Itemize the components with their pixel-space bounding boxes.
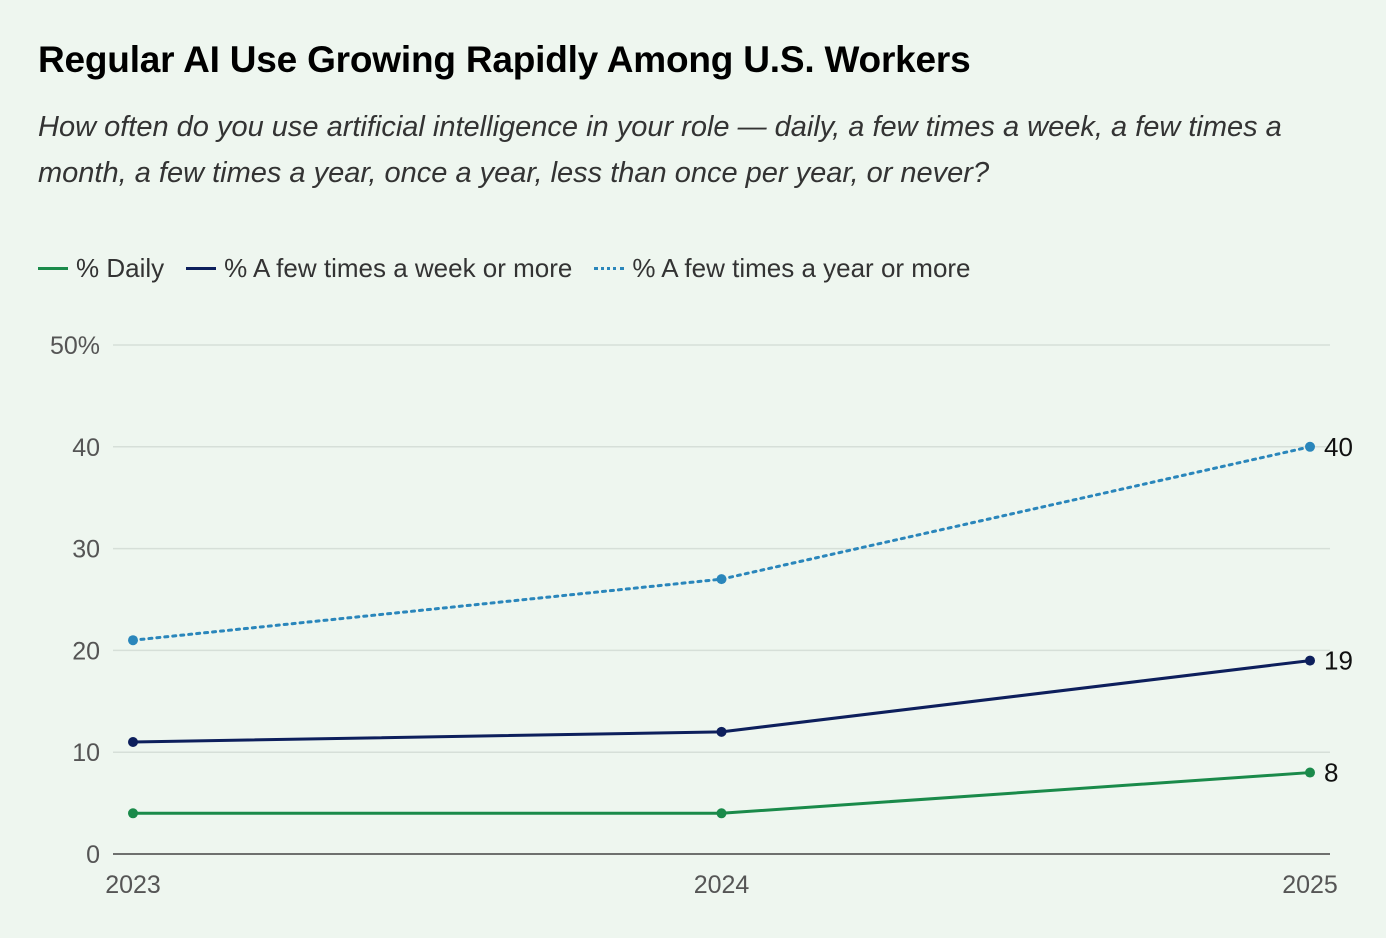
x-tick-label: 2023 bbox=[105, 871, 161, 899]
y-tick-label: 30 bbox=[72, 536, 100, 564]
legend-swatch-yearly bbox=[594, 266, 625, 270]
series-line-2 bbox=[131, 445, 1312, 642]
series-1-point bbox=[1305, 655, 1315, 666]
series-0-point bbox=[128, 808, 138, 819]
series-0-point bbox=[1305, 767, 1315, 778]
x-tick-label: 2025 bbox=[1282, 871, 1338, 899]
legend-label-yearly: % A few times a year or more bbox=[632, 252, 971, 283]
chart-subtitle: How often do you use artificial intellig… bbox=[38, 111, 1282, 189]
series-1-point bbox=[128, 737, 138, 748]
series-1-point bbox=[716, 726, 727, 737]
y-tick-label: 50% bbox=[50, 332, 100, 360]
x-tick-label: 2024 bbox=[694, 871, 750, 899]
series-end-label: 19 bbox=[1324, 646, 1353, 676]
series-line-0 bbox=[133, 771, 1311, 815]
y-tick-label: 20 bbox=[72, 637, 100, 665]
y-tick-label: 10 bbox=[72, 739, 100, 767]
legend-swatch-weekly bbox=[186, 266, 217, 270]
legend-item-daily: % Daily bbox=[38, 253, 164, 284]
legend-label-weekly: % A few times a week or more bbox=[224, 252, 573, 283]
legend-swatch-daily bbox=[38, 266, 68, 270]
y-tick-label: 40 bbox=[72, 434, 100, 462]
series-2-point bbox=[716, 574, 727, 585]
series-end-label: 8 bbox=[1324, 758, 1338, 788]
legend-item-weekly: % A few times a week or more bbox=[186, 253, 572, 284]
series-0-point bbox=[716, 808, 727, 819]
chart-legend: % Daily % A few times a week or more % A… bbox=[38, 248, 993, 288]
legend-item-yearly: % A few times a year or more bbox=[594, 252, 971, 284]
chart-title: Regular AI Use Growing Rapidly Among U.S… bbox=[38, 39, 971, 80]
y-tick-label: 0 bbox=[86, 841, 100, 869]
legend-label-daily: % Daily bbox=[76, 252, 165, 283]
series-2-point bbox=[128, 635, 138, 646]
series-end-label: 40 bbox=[1324, 432, 1353, 462]
series-2-point bbox=[1305, 441, 1315, 452]
